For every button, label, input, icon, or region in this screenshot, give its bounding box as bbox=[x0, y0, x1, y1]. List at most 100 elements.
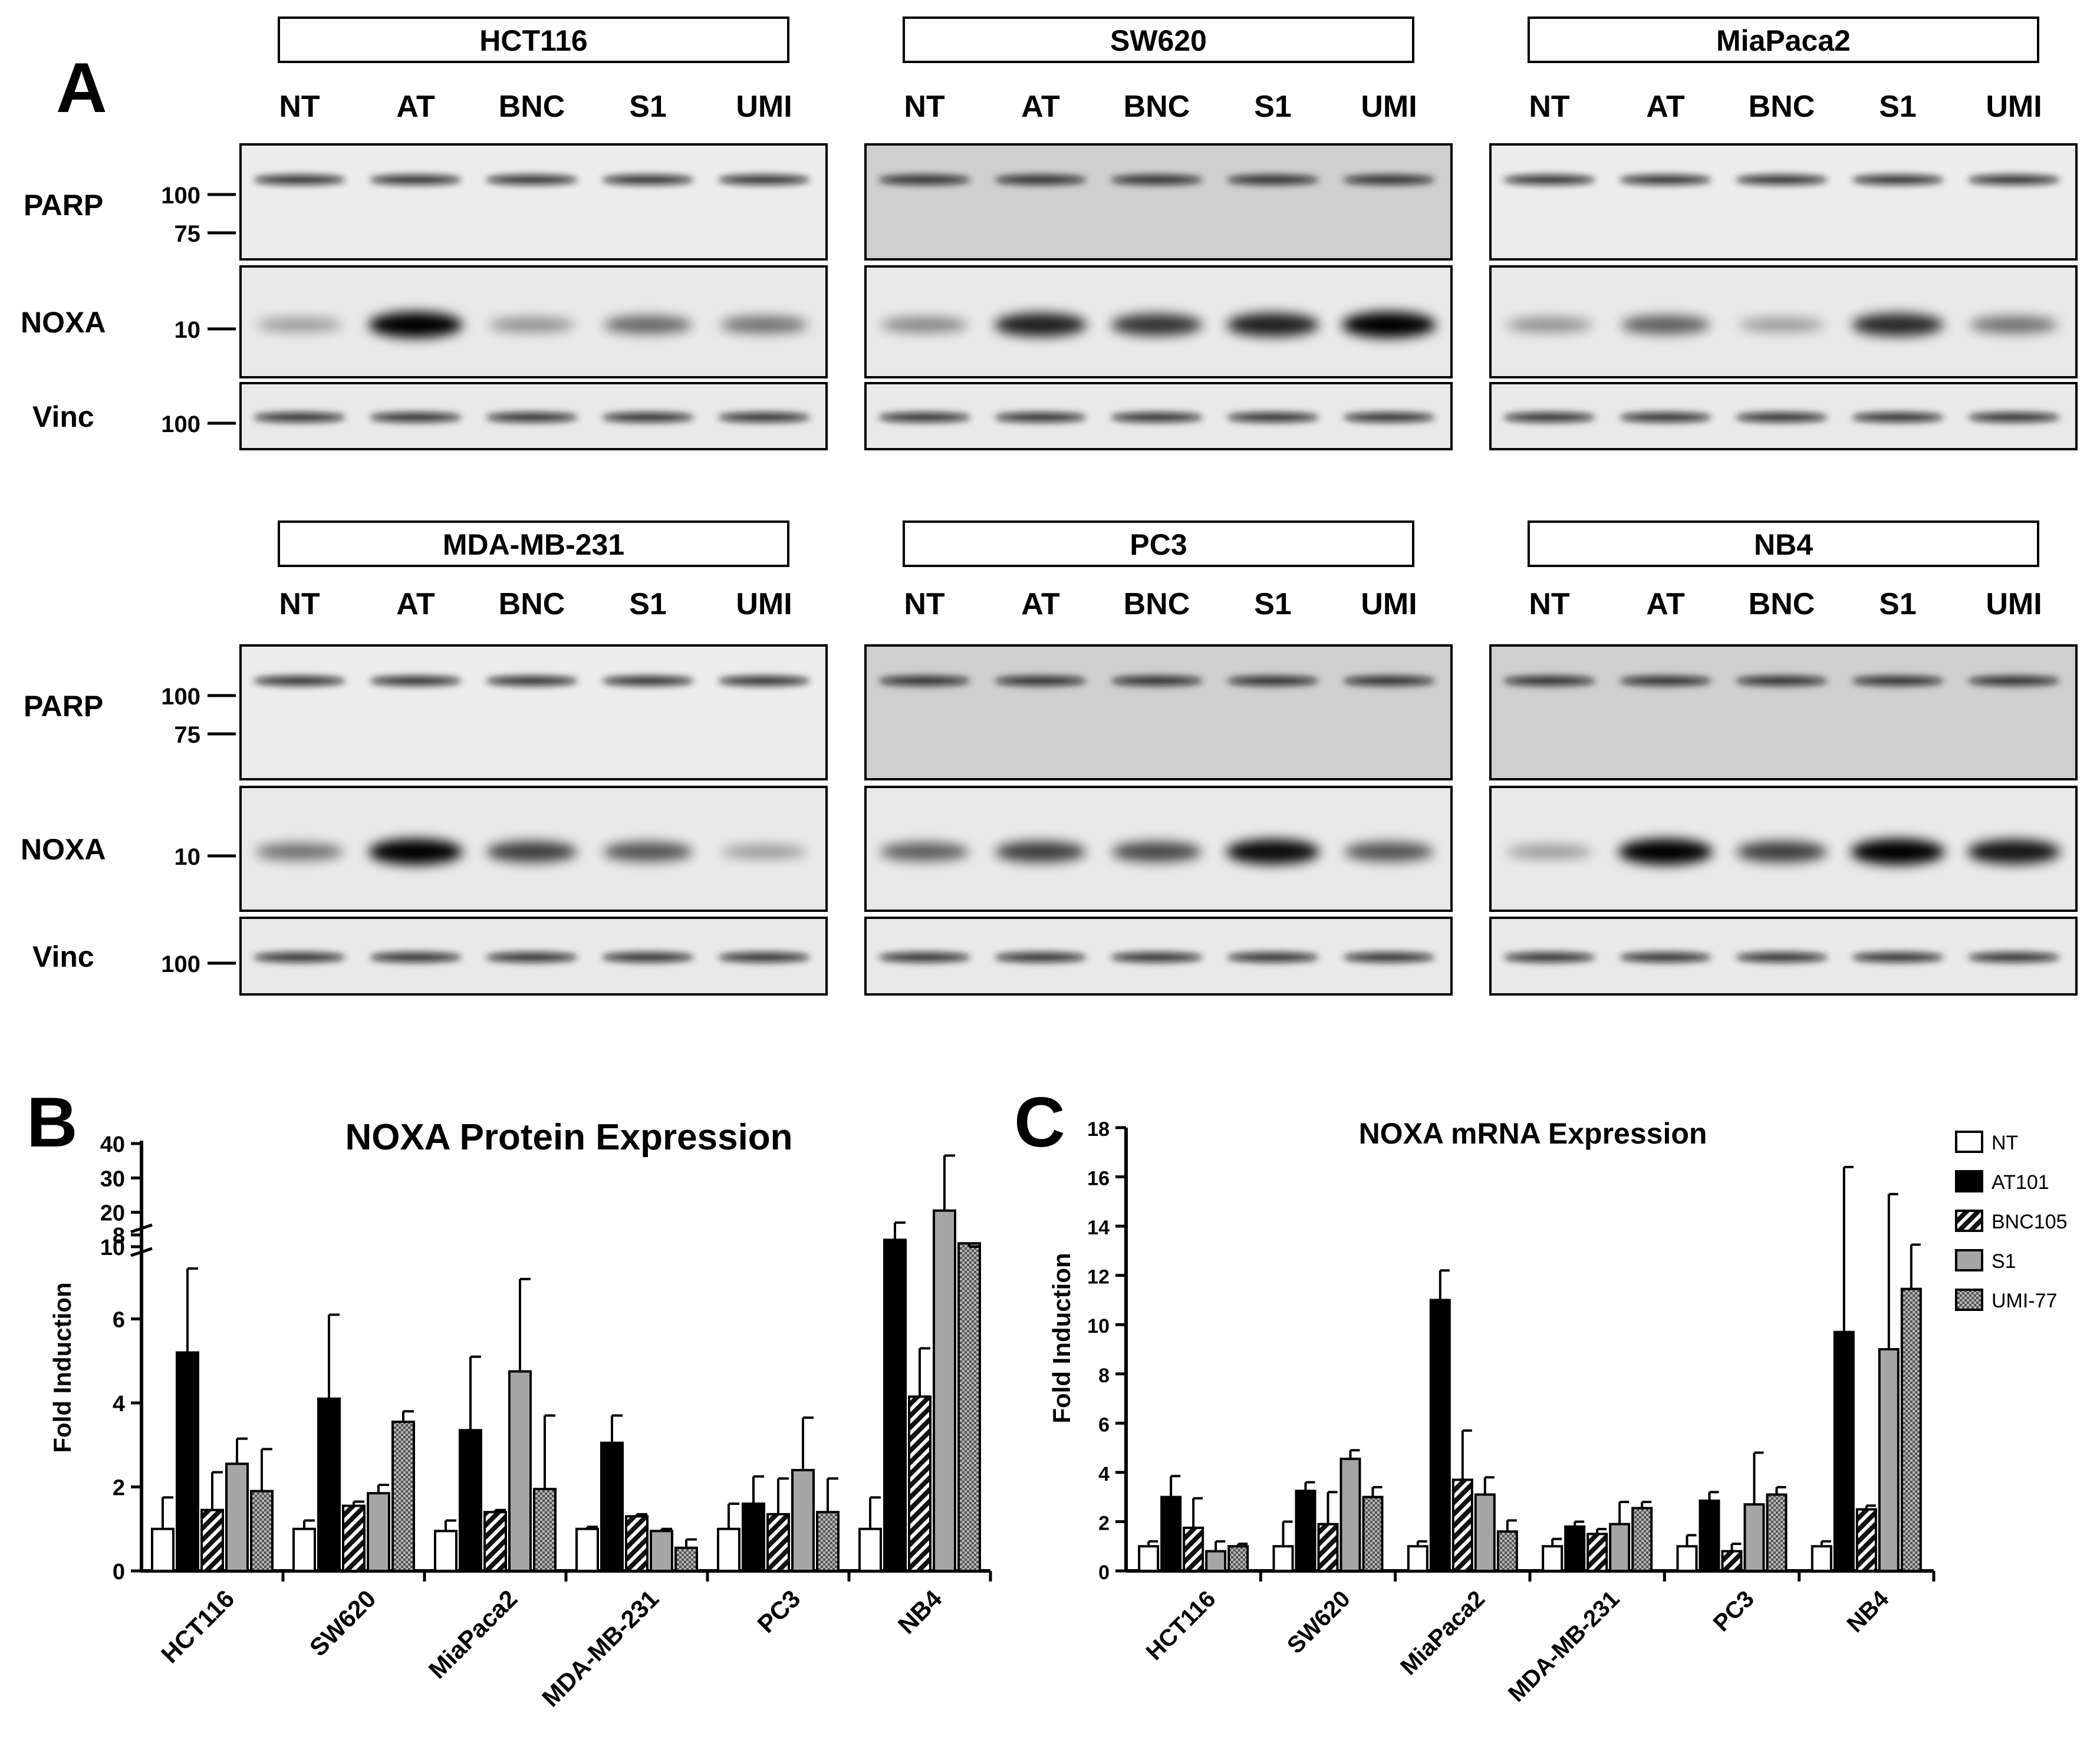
band-parp bbox=[1968, 676, 2060, 686]
bar-nt-nb4 bbox=[1811, 1545, 1832, 1572]
marker-parp-75: 75 bbox=[175, 722, 201, 748]
band-vinc bbox=[254, 413, 345, 422]
band-parp bbox=[1968, 175, 2060, 185]
cell-line-box bbox=[1528, 17, 2039, 63]
cell-line-box bbox=[1528, 520, 2039, 567]
row-label-noxa: NOXA bbox=[21, 306, 106, 339]
blot-row-labels: PARP NOXA Vinc 100 75 10 100 PARP NOXA Vinc 100 75 1… bbox=[21, 183, 236, 977]
y-tick-label: 10 bbox=[1087, 1315, 1110, 1337]
legend-label-nt: NT bbox=[1992, 1132, 2018, 1154]
marker-vinc-100: 100 bbox=[161, 411, 200, 437]
band-noxa bbox=[881, 317, 968, 332]
bar-bnc105-sw620 bbox=[1317, 1523, 1339, 1573]
category-label-pc3: PC3 bbox=[752, 1584, 805, 1638]
lane-label-bnc: BNC bbox=[499, 90, 565, 124]
band-parp bbox=[486, 175, 578, 185]
blot-panel-hct116: HCT116 NT AT BNC S1 UMI bbox=[239, 17, 828, 450]
legend-swatch-s1 bbox=[1955, 1249, 1983, 1271]
lane-label-nt: NT bbox=[904, 587, 945, 621]
category-label-miapaca2: MiaPaca2 bbox=[423, 1584, 523, 1684]
bar-s1-sw620 bbox=[367, 1492, 390, 1572]
marker-vinc-100: 100 bbox=[161, 951, 200, 977]
lane-label-s1: S1 bbox=[629, 587, 667, 621]
band-noxa bbox=[1967, 839, 2060, 864]
marker-noxa-10: 10 bbox=[175, 844, 201, 870]
membrane-parp bbox=[239, 644, 828, 780]
band-noxa bbox=[1739, 318, 1825, 332]
category-label-mda-mb-231: MDA-MB-231 bbox=[536, 1584, 664, 1712]
panel-label-b: B bbox=[27, 1083, 78, 1162]
lane-label-s1: S1 bbox=[1879, 90, 1917, 124]
y-tick-label: 8 bbox=[1098, 1365, 1110, 1387]
lane-label-umi: UMI bbox=[736, 90, 792, 124]
legend-label-umi-77: UMI-77 bbox=[1992, 1290, 2057, 1312]
band-noxa bbox=[880, 842, 969, 861]
category-label-pc3: PC3 bbox=[1709, 1586, 1759, 1636]
band-vinc bbox=[1227, 413, 1319, 422]
band-vinc bbox=[486, 413, 578, 422]
band-parp bbox=[370, 175, 462, 185]
band-vinc bbox=[602, 953, 694, 962]
bar-bnc105-hct116 bbox=[1183, 1526, 1204, 1573]
bar-nt-mda-mb-231 bbox=[1542, 1545, 1564, 1572]
bar-umi-77-miapaca2 bbox=[1496, 1530, 1518, 1572]
marker-parp-100: 100 bbox=[161, 183, 200, 209]
bar-at101-miapaca2 bbox=[1429, 1299, 1451, 1572]
band-vinc bbox=[1111, 413, 1203, 422]
y-tick-label: 2 bbox=[1098, 1512, 1110, 1534]
band-noxa bbox=[368, 839, 463, 865]
row-label-parp: PARP bbox=[24, 189, 103, 222]
membrane-parp bbox=[239, 143, 828, 261]
band-parp bbox=[878, 175, 970, 185]
band-parp bbox=[1227, 175, 1319, 185]
band-vinc bbox=[370, 413, 462, 422]
category-label-hct116: HCT116 bbox=[1141, 1586, 1221, 1665]
bar-nt-pc3 bbox=[1676, 1545, 1698, 1572]
band-noxa bbox=[1851, 839, 1945, 865]
membrane-parp bbox=[864, 143, 1453, 261]
bar-s1-pc3 bbox=[1743, 1503, 1765, 1572]
lane-label-nt: NT bbox=[1529, 587, 1570, 621]
band-noxa bbox=[1111, 314, 1203, 336]
bar-nt-pc3 bbox=[717, 1527, 740, 1572]
band-vinc bbox=[1227, 953, 1319, 962]
band-vinc bbox=[370, 953, 462, 962]
cell-line-title-nb4: NB4 bbox=[1754, 528, 1813, 561]
cell-line-title-hct116: HCT116 bbox=[479, 24, 587, 57]
bar-bnc105-hct116 bbox=[200, 1508, 224, 1572]
bar-at101-sw620 bbox=[1295, 1490, 1316, 1572]
band-vinc bbox=[1968, 953, 2060, 962]
band-parp bbox=[602, 175, 694, 185]
band-noxa bbox=[255, 843, 344, 861]
cell-line-title-pc3: PC3 bbox=[1130, 528, 1187, 561]
y-tick-label: 8 bbox=[113, 1224, 125, 1248]
y-tick-label: 6 bbox=[1098, 1414, 1110, 1436]
bar-umi-77-sw620 bbox=[1362, 1495, 1384, 1573]
bar-bnc105-miapaca2 bbox=[483, 1511, 507, 1572]
band-parp bbox=[602, 676, 694, 686]
band-parp bbox=[1852, 175, 1944, 185]
bar-s1-hct116 bbox=[225, 1462, 249, 1572]
bar-umi-77-nb4 bbox=[957, 1242, 981, 1572]
lane-label-bnc: BNC bbox=[1124, 587, 1190, 621]
bar-umi-77-pc3 bbox=[1766, 1493, 1788, 1572]
bar-at101-hct116 bbox=[1160, 1495, 1182, 1573]
band-parp bbox=[995, 676, 1087, 686]
row-label-parp: PARP bbox=[24, 690, 103, 723]
bar-umi-77-nb4 bbox=[1900, 1287, 1922, 1573]
y-tick-label: 18 bbox=[1087, 1118, 1110, 1141]
band-parp bbox=[1343, 175, 1435, 185]
band-vinc bbox=[1968, 413, 2060, 422]
legend-label-at101: AT101 bbox=[1992, 1171, 2049, 1194]
cell-line-box bbox=[278, 520, 789, 567]
lane-label-s1: S1 bbox=[1254, 587, 1292, 621]
band-parp bbox=[1503, 676, 1595, 686]
band-noxa bbox=[1506, 317, 1592, 332]
category-label-nb4: NB4 bbox=[893, 1584, 947, 1639]
band-noxa bbox=[603, 842, 693, 862]
bar-s1-nb4 bbox=[1878, 1348, 1900, 1572]
band-vinc bbox=[1343, 953, 1435, 962]
band-parp bbox=[1620, 676, 1711, 686]
bar-s1-sw620 bbox=[1339, 1457, 1361, 1573]
